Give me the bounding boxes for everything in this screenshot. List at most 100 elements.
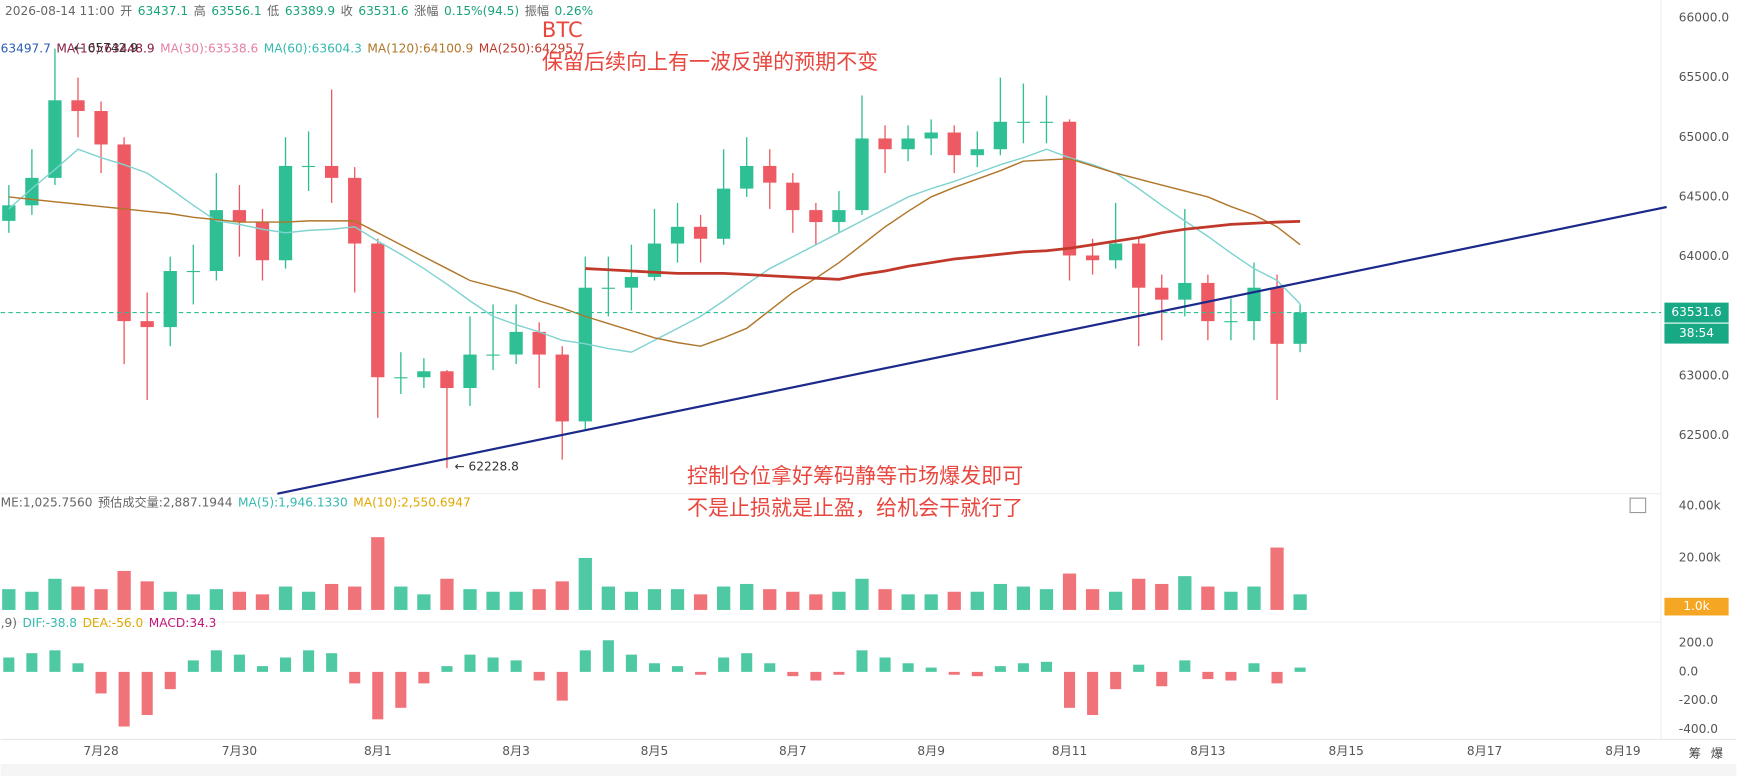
macd-bar [741, 653, 753, 672]
expand-icon[interactable] [1629, 497, 1647, 514]
legend-item: 预估成交量:2,887.1944 [98, 494, 233, 509]
y-tick-label: 65500.0 [1679, 70, 1729, 84]
macd-bar [648, 663, 661, 672]
annotation-text: 不是止损就是止盈，给机会干就行了 [687, 495, 1023, 520]
candle-body [440, 371, 454, 388]
macd-bar [441, 666, 453, 672]
macd-bar [1040, 661, 1053, 672]
candle-body [25, 177, 39, 206]
candle-body [647, 243, 662, 277]
macd-bar [118, 671, 130, 727]
macd-bar [303, 650, 315, 672]
volume-bar [970, 591, 984, 610]
volume-bar [578, 557, 592, 610]
legend-item: 63497.7 [1, 41, 51, 55]
volume-bar [186, 594, 200, 610]
candle-body [624, 276, 639, 288]
volume-bar [740, 583, 754, 610]
volume-bar [855, 578, 869, 610]
y-tick-label: -200.0 [1679, 693, 1718, 707]
y-tick-label: 0.0 [1679, 664, 1698, 678]
volume-bar [2, 589, 16, 610]
candle-body [94, 111, 108, 145]
macd-bar [3, 657, 15, 672]
candle-body [740, 165, 754, 189]
candle-body [71, 100, 85, 112]
candle-body [555, 354, 569, 422]
macd-bar [418, 671, 430, 684]
legend-item: 涨幅 [414, 3, 438, 18]
macd-bar [718, 657, 730, 672]
x-tick-label: 7月30 [222, 744, 257, 758]
legend-item: 低 [267, 4, 279, 18]
macd-bar [971, 671, 983, 677]
x-tick-label: 8月11 [1052, 744, 1087, 758]
volume-bar [209, 589, 223, 610]
x-tick-label: 8月15 [1329, 744, 1364, 758]
macd-bar [1133, 664, 1145, 672]
legend-item: DEA:-56.0 [83, 616, 144, 630]
annotation-text: 保留后续向上有一波反弹的预期不变 [542, 49, 878, 74]
y-tick-label: 64500.0 [1679, 189, 1729, 203]
legend-item: MA(10):63448.9 [56, 41, 154, 55]
x-tick-label: 8月17 [1467, 744, 1502, 758]
candle-body [693, 226, 708, 239]
volume-bar [1062, 573, 1077, 610]
candle-body [2, 205, 16, 221]
legend-item: 开 [120, 4, 132, 18]
volume-bar [786, 591, 800, 610]
macd-bar [764, 663, 776, 672]
macd-bar [1063, 671, 1076, 708]
legend-item: 2026-08-14 11:00 [5, 4, 115, 18]
macd-bar [856, 650, 868, 672]
candle-body [1132, 243, 1146, 288]
macd-bar [695, 671, 707, 675]
candle-body [301, 165, 316, 168]
y-tick-label: 63000.0 [1679, 369, 1729, 383]
legend-item: MACD:34.3 [149, 616, 217, 630]
candle-body [1224, 321, 1238, 323]
candle-body [348, 177, 362, 244]
macd-bar [1248, 663, 1260, 672]
volume-bar [555, 581, 569, 610]
macd-bar [487, 657, 499, 672]
macd-bar [372, 671, 384, 720]
macd-bar [994, 666, 1006, 672]
price-tag-text: 63531.6 [1671, 305, 1721, 319]
volume-bar [25, 591, 39, 610]
volume-bar [993, 583, 1007, 610]
macd-bar [533, 671, 545, 681]
corner-label[interactable]: 爆 [1711, 746, 1723, 760]
corner-label[interactable]: 筹 [1689, 746, 1701, 760]
macd-bar [187, 660, 199, 672]
candle-body [417, 371, 431, 378]
macd-bar [602, 640, 614, 672]
candle-body [463, 354, 477, 388]
legend-item: 0.15%(94.5) [444, 4, 519, 18]
volume-bar [1016, 586, 1031, 610]
y-tick-label: 66000.0 [1679, 10, 1729, 24]
high-marker: ← 65742.9 [74, 41, 138, 55]
candle-body [855, 138, 869, 211]
macd-bar [810, 671, 822, 681]
macd-bar [395, 671, 407, 708]
countdown-tag [1664, 323, 1729, 344]
ma-line [8, 148, 1301, 353]
volume-bar [763, 589, 777, 610]
volume-tag-text: 1.0k [1683, 599, 1709, 613]
candle-body [1062, 121, 1077, 256]
macd-bar [1087, 671, 1099, 716]
legend-item: MA(250):64295.7 [479, 41, 585, 55]
x-tick-label: 8月3 [502, 744, 530, 758]
volume-bar [809, 594, 823, 610]
candle-body [509, 331, 523, 355]
legend-item: 63556.1 [211, 4, 261, 18]
macd-bar [49, 650, 61, 672]
candle-body [1270, 287, 1284, 344]
macd-bar [72, 663, 84, 672]
volume-bar [1293, 594, 1307, 610]
y-tick-label: -400.0 [1679, 722, 1718, 736]
volume-bar [140, 581, 154, 610]
candle-body [1039, 121, 1054, 123]
candle-body [1178, 282, 1192, 300]
